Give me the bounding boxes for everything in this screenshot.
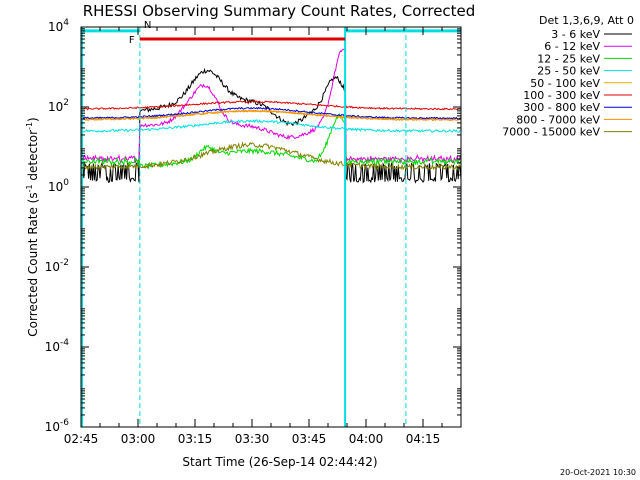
y-tick-label: 10-2 — [45, 258, 69, 274]
plot-area: NF — [80, 20, 462, 427]
series-line — [80, 48, 462, 164]
footer-timestamp: 20-Oct-2021 10:30 — [560, 468, 636, 477]
x-tick-label: 04:15 — [406, 432, 441, 446]
x-axis-label: Start Time (26-Sep-14 02:44:42) — [182, 455, 377, 469]
y-tick-label: 10-6 — [45, 418, 70, 434]
y-tick-label: 104 — [48, 18, 69, 34]
legend-label: 7000 - 15000 keV — [502, 126, 600, 139]
y-tick-label: 100 — [48, 178, 69, 194]
chart-title: RHESSI Observing Summary Count Rates, Co… — [83, 2, 476, 20]
y-label-middle: detector — [26, 130, 40, 185]
x-tick-label: 03:30 — [235, 432, 270, 446]
legend-label: 800 - 7000 keV — [516, 113, 600, 126]
axes-frame — [80, 26, 462, 428]
x-tick-label: 03:45 — [292, 432, 327, 446]
y-label-main: Corrected Count Rate (s — [26, 192, 40, 336]
series-line — [80, 106, 462, 120]
series-line — [80, 119, 462, 133]
x-tick-label: 02:45 — [64, 432, 99, 446]
series-line — [81, 141, 462, 188]
series-line — [80, 112, 462, 170]
legend-label: 25 - 50 keV — [537, 65, 600, 78]
x-tick-label: 04:00 — [349, 432, 384, 446]
y-label-superscript-1: -1 — [25, 184, 34, 192]
series-line — [80, 100, 462, 111]
y-label-end: ) — [26, 117, 40, 122]
legend-label: 12 - 25 keV — [537, 52, 600, 65]
y-label-superscript-2: -1 — [25, 122, 34, 130]
x-axis: 02:45 03:00 03:15 03:30 03:45 04:00 04:15 — [64, 27, 462, 446]
flag-label: F — [129, 35, 135, 46]
series-line — [80, 67, 462, 184]
x-tick-label: 03:15 — [178, 432, 213, 446]
legend-label: 100 - 300 keV — [523, 89, 600, 102]
legend-label: 3 - 6 keV — [551, 28, 600, 41]
y-tick-label: 10-4 — [45, 338, 70, 354]
legend-label: 300 - 800 keV — [523, 101, 600, 114]
legend-label: 50 - 100 keV — [530, 77, 600, 90]
series-line — [80, 109, 462, 122]
x-tick-label: 03:00 — [121, 432, 156, 446]
flag-label: N — [144, 20, 151, 31]
y-axis-label: Corrected Count Rate (s-1 detector-1) — [25, 117, 40, 336]
legend-label: 6 - 12 keV — [544, 40, 600, 53]
y-tick-label: 102 — [48, 98, 69, 114]
y-axis: 10-6 10-4 10-2 100 102 104 — [45, 18, 461, 434]
legend-header: Det 1,3,6,9, Att 0 — [539, 14, 634, 27]
